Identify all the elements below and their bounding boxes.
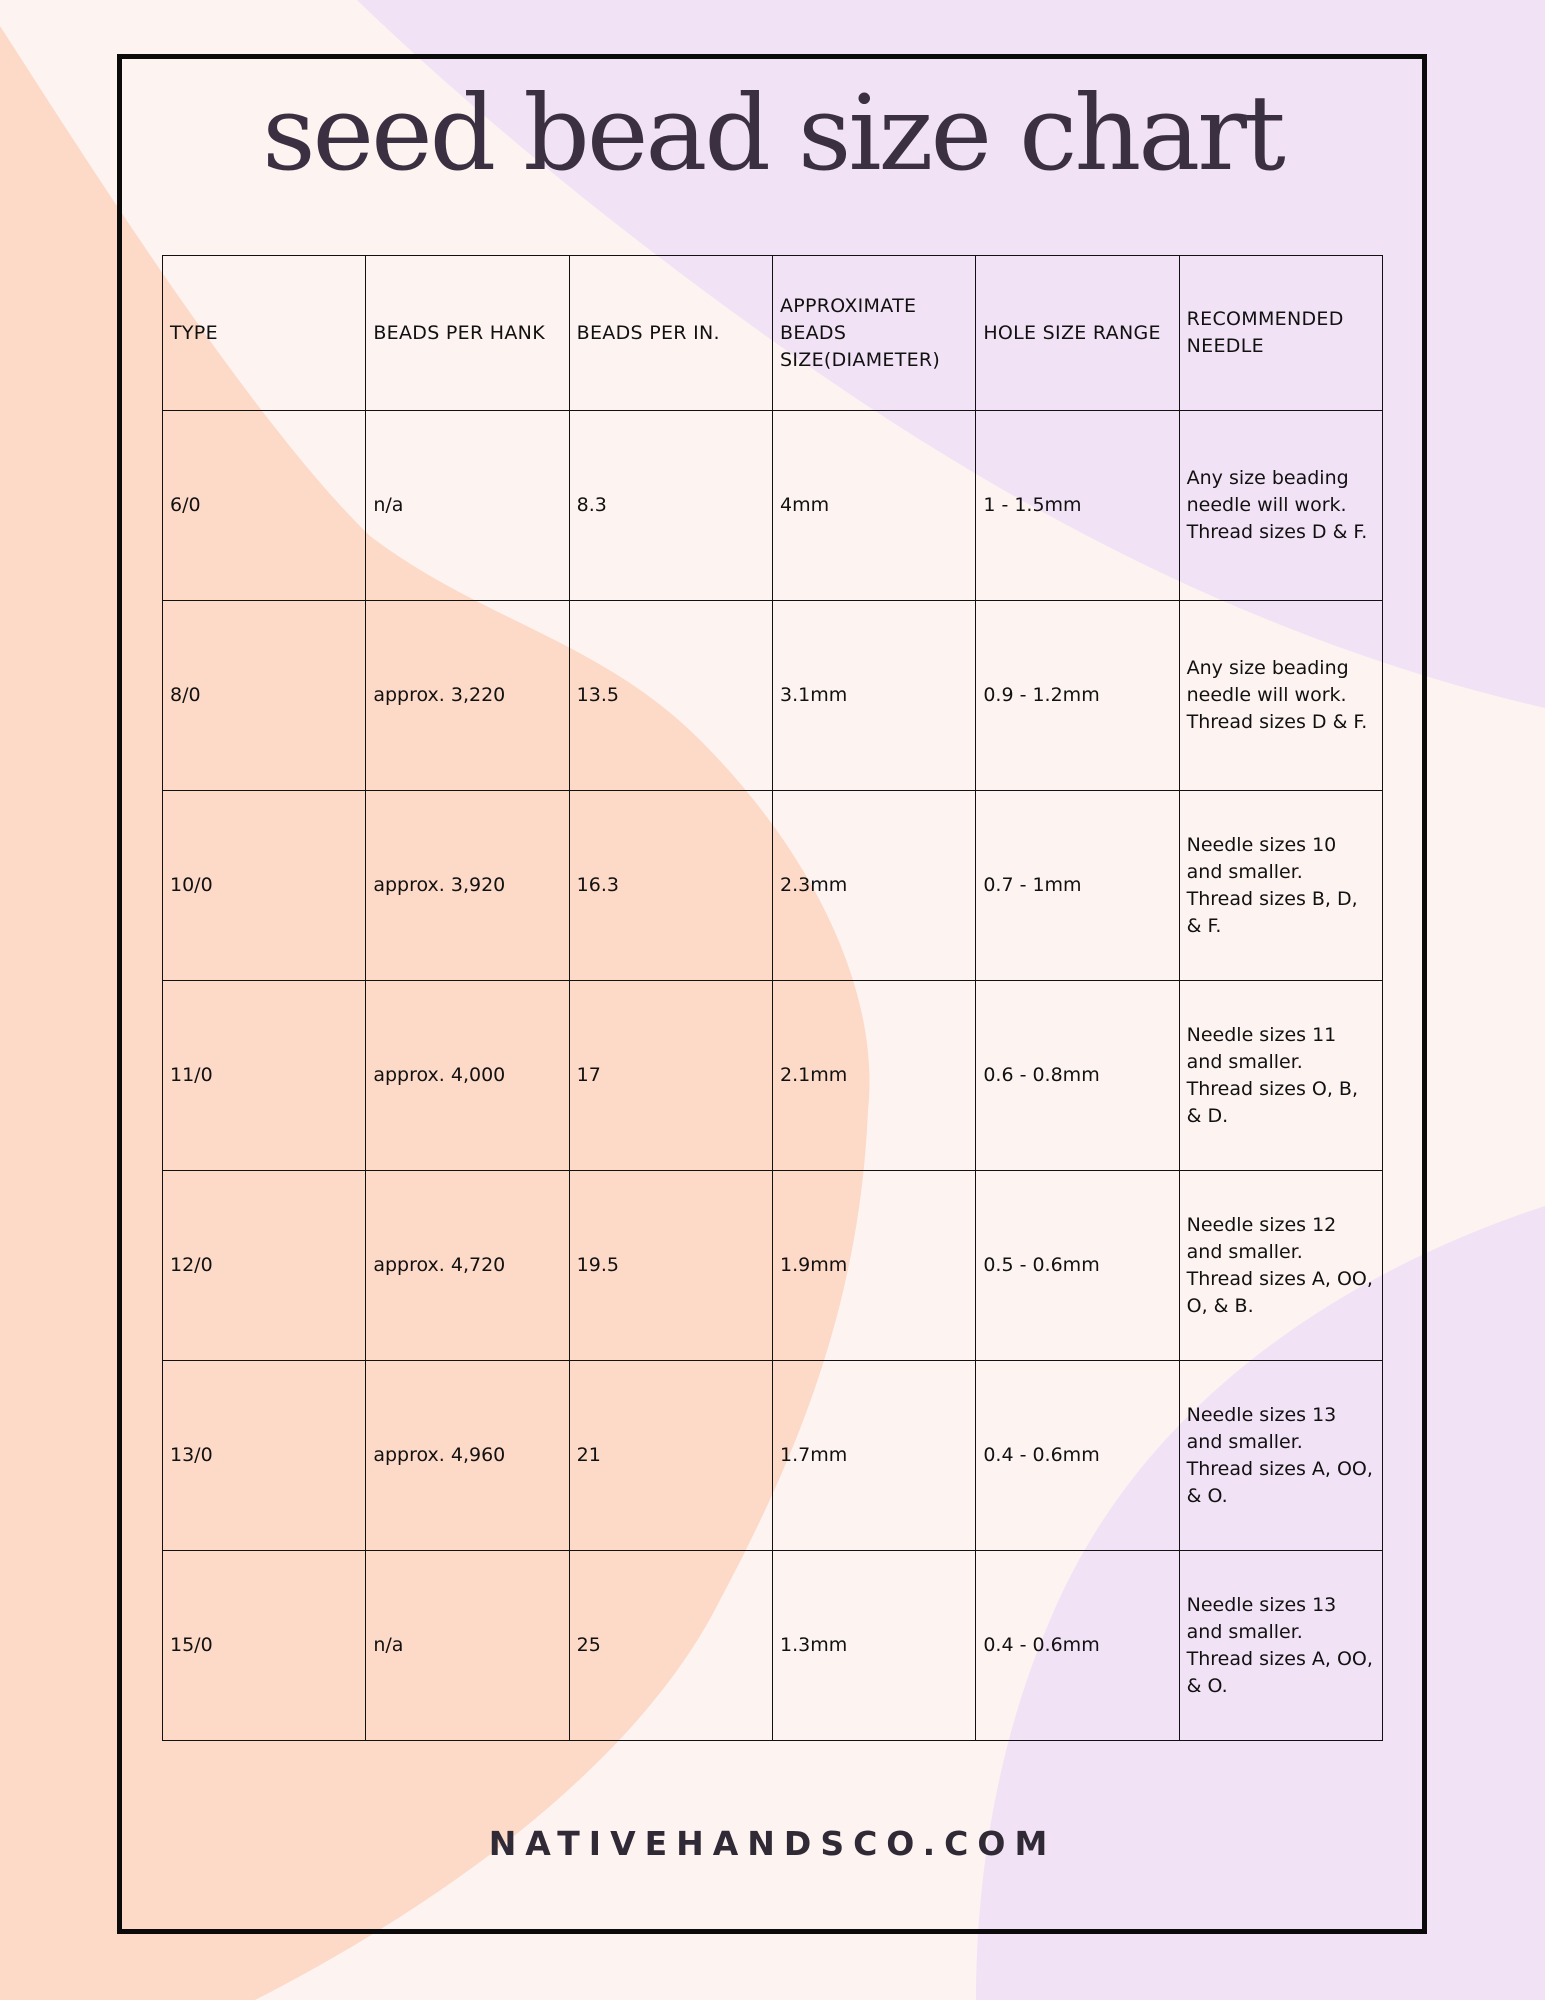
website-footer: NATIVEHANDSCO.COM [488, 1824, 1057, 1863]
table-cell: approx. 4,720 [365, 1170, 570, 1361]
size-chart-table: TYPE BEADS PER HANK BEADS PER IN. APPROX… [161, 255, 1384, 1741]
table-row: 13/0 approx. 4,960 21 1.7mm 0.4 - 0.6mm Needl… [161, 1360, 1384, 1551]
table-cell: 19.5 [568, 1170, 773, 1361]
header-cell: HOLE SIZE RANGE [975, 255, 1180, 411]
table-cell: 0.6 - 0.8mm [975, 980, 1180, 1171]
table-cell: Needle sizes 13 and smaller. Thread size… [1178, 1360, 1384, 1551]
header-cell: TYPE [161, 255, 367, 411]
table-cell: Needle sizes 10 and smaller. Thread size… [1178, 790, 1384, 981]
header-cell: RECOMMENDED NEEDLE [1178, 255, 1384, 411]
table-cell: Needle sizes 11 and smaller. Thread size… [1178, 980, 1384, 1171]
table-cell: 1.7mm [771, 1360, 977, 1551]
table-cell: 11/0 [161, 980, 367, 1171]
table-cell: 1 - 1.5mm [975, 410, 1180, 601]
header-cell: APPROXIMATE BEADS SIZE(Diameter) [771, 255, 977, 411]
table-cell: 21 [568, 1360, 773, 1551]
table-cell: Any size beading needle will work. Threa… [1178, 410, 1384, 601]
page-border [117, 54, 1427, 1934]
table-cell: n/a [365, 1550, 570, 1741]
table-cell: approx. 3,920 [365, 790, 570, 981]
table-cell: approx. 4,960 [365, 1360, 570, 1551]
table-cell: 8/0 [161, 600, 367, 791]
table-cell: 13/0 [161, 1360, 367, 1551]
table-cell: 16.3 [568, 790, 773, 981]
table-cell: n/a [365, 410, 570, 601]
table-cell: 0.4 - 0.6mm [975, 1550, 1180, 1741]
table-cell: 2.3mm [771, 790, 977, 981]
table-cell: 10/0 [161, 790, 367, 981]
table-cell: 25 [568, 1550, 773, 1741]
table-row: 10/0 approx. 3,920 16.3 2.3mm 0.7 - 1mm Needl… [161, 790, 1384, 981]
table-cell: 2.1mm [771, 980, 977, 1171]
table-cell: 13.5 [568, 600, 773, 791]
table-cell: approx. 3,220 [365, 600, 570, 791]
table-cell: 17 [568, 980, 773, 1171]
header-row: TYPE BEADS PER HANK BEADS PER IN. APPROX… [161, 255, 1384, 411]
header-cell: BEADS PER HANK [365, 255, 570, 411]
table-cell: Any size beading needle will work. Threa… [1178, 600, 1384, 791]
table-cell: 1.9mm [771, 1170, 977, 1361]
table-row: 6/0 n/a 8.3 4mm 1 - 1.5mm Any size beading ne… [161, 410, 1384, 601]
table-row: 12/0 approx. 4,720 19.5 1.9mm 0.5 - 0.6mm Nee… [161, 1170, 1384, 1361]
table-cell: 0.5 - 0.6mm [975, 1170, 1180, 1361]
table-row: 8/0 approx. 3,220 13.5 3.1mm 0.9 - 1.2mm Any … [161, 600, 1384, 791]
table-row: 15/0 n/a 25 1.3mm 0.4 - 0.6mm Needle sizes 13… [161, 1550, 1384, 1741]
table-cell: 6/0 [161, 410, 367, 601]
table-cell: Needle sizes 12 and smaller. Thread size… [1178, 1170, 1384, 1361]
table-cell: 4mm [771, 410, 977, 601]
table-cell: 0.4 - 0.6mm [975, 1360, 1180, 1551]
table-cell: 0.7 - 1mm [975, 790, 1180, 981]
table-cell: approx. 4,000 [365, 980, 570, 1171]
table-cell: Needle sizes 13 and smaller. Thread size… [1178, 1550, 1384, 1741]
header-cell: BEADS PER IN. [568, 255, 773, 411]
table-row: 11/0 approx. 4,000 17 2.1mm 0.6 - 0.8mm Needl… [161, 980, 1384, 1171]
table-cell: 1.3mm [771, 1550, 977, 1741]
page-title: seed bead size chart [262, 72, 1286, 194]
table-cell: 8.3 [568, 410, 773, 601]
table-cell: 15/0 [161, 1550, 367, 1741]
table-cell: 0.9 - 1.2mm [975, 600, 1180, 791]
table-cell: 12/0 [161, 1170, 367, 1361]
table-cell: 3.1mm [771, 600, 977, 791]
